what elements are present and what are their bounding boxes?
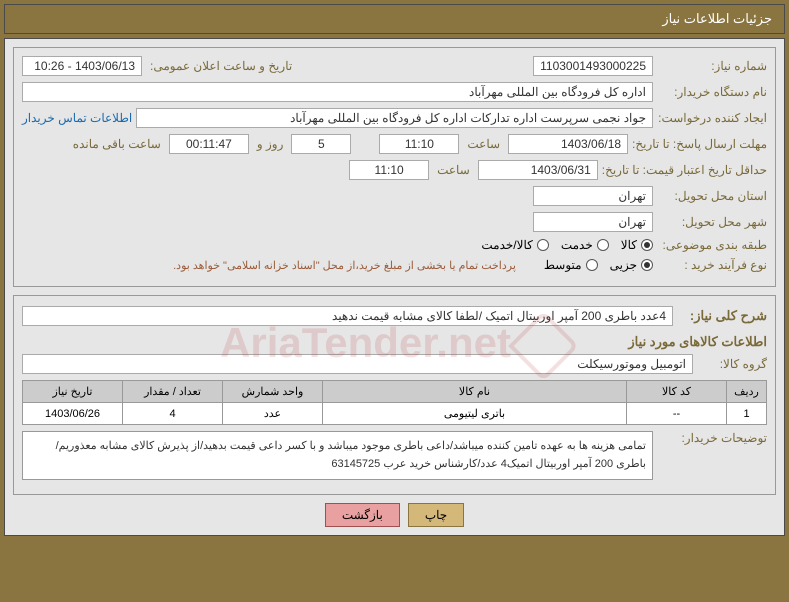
back-button[interactable]: بازگشت xyxy=(325,503,400,527)
price-validity-label: حداقل تاریخ اعتبار قیمت: تا تاریخ: xyxy=(602,163,767,177)
page-header: جزئیات اطلاعات نیاز xyxy=(4,4,785,34)
remaining-label: ساعت باقی مانده xyxy=(69,137,165,151)
purchase-type-label: نوع فرآیند خرید : xyxy=(657,258,767,272)
th-row: ردیف xyxy=(727,381,767,403)
announce-date-label: تاریخ و ساعت اعلان عمومی: xyxy=(146,59,296,73)
cell-idx: 1 xyxy=(727,403,767,425)
province-label: استان محل تحویل: xyxy=(657,189,767,203)
goods-table: ردیف کد کالا نام کالا واحد شمارش تعداد /… xyxy=(22,380,767,425)
cell-date: 1403/06/26 xyxy=(23,403,123,425)
price-time-value: 11:10 xyxy=(349,160,429,180)
buyer-org-value: اداره کل فرودگاه بین المللی مهرآباد xyxy=(22,82,653,102)
buyer-notes-value: تمامی هزینه ها به عهده تامین کننده میباش… xyxy=(22,431,653,480)
th-name: نام کالا xyxy=(323,381,627,403)
table-row: 1 -- باتری لیتیومی عدد 4 1403/06/26 xyxy=(23,403,767,425)
response-date-value: 1403/06/18 xyxy=(508,134,628,154)
cell-code: -- xyxy=(627,403,727,425)
announce-date-value: 1403/06/13 - 10:26 xyxy=(22,56,142,76)
cell-unit: عدد xyxy=(223,403,323,425)
category-radio-both[interactable] xyxy=(537,239,549,251)
page-title: جزئیات اطلاعات نیاز xyxy=(662,11,772,26)
th-qty: تعداد / مقدار xyxy=(123,381,223,403)
content-area: AriaTender.net شماره نیاز: 1103001493000… xyxy=(4,38,785,536)
goods-section: شرح کلی نیاز: 4عدد باطری 200 آمپر اوربیت… xyxy=(13,295,776,495)
purchase-radio-group: جزیی متوسط xyxy=(544,258,653,272)
category-opt3: کالا/خدمت xyxy=(481,238,532,252)
time-label-2: ساعت xyxy=(433,163,474,177)
buyer-org-label: نام دستگاه خریدار: xyxy=(657,85,767,99)
city-value: تهران xyxy=(533,212,653,232)
purchase-radio-minor[interactable] xyxy=(641,259,653,271)
summary-value: 4عدد باطری 200 آمپر اوربیتال اتمیک /لطفا… xyxy=(22,306,673,326)
need-number-value: 1103001493000225 xyxy=(533,56,653,76)
purchase-opt2: متوسط xyxy=(544,258,582,272)
days-left-value: 5 xyxy=(291,134,351,154)
th-unit: واحد شمارش xyxy=(223,381,323,403)
details-section: شماره نیاز: 1103001493000225 تاریخ و ساع… xyxy=(13,47,776,287)
price-date-value: 1403/06/31 xyxy=(478,160,598,180)
contact-link[interactable]: اطلاعات تماس خریدار xyxy=(22,111,132,125)
category-radio-goods[interactable] xyxy=(641,239,653,251)
need-number-label: شماره نیاز: xyxy=(657,59,767,73)
category-opt1: کالا xyxy=(621,238,637,252)
th-code: کد کالا xyxy=(627,381,727,403)
days-label: روز و xyxy=(253,137,288,151)
print-button[interactable]: چاپ xyxy=(408,503,464,527)
province-value: تهران xyxy=(533,186,653,206)
time-label-1: ساعت xyxy=(463,137,504,151)
category-label: طبقه بندی موضوعی: xyxy=(657,238,767,252)
button-bar: چاپ بازگشت xyxy=(13,503,776,527)
requester-label: ایجاد کننده درخواست: xyxy=(657,111,767,125)
goods-info-header: اطلاعات کالاهای مورد نیاز xyxy=(22,334,767,350)
buyer-notes-label: توضیحات خریدار: xyxy=(657,431,767,445)
cell-name: باتری لیتیومی xyxy=(323,403,627,425)
treasury-note: پرداخت تمام یا بخشی از مبلغ خرید،از محل … xyxy=(173,259,516,272)
requester-value: جواد نجمی سرپرست اداره تدارکات اداره کل … xyxy=(136,108,653,128)
purchase-radio-medium[interactable] xyxy=(586,259,598,271)
goods-group-label: گروه کالا: xyxy=(697,357,767,371)
city-label: شهر محل تحویل: xyxy=(657,215,767,229)
category-radio-group: کالا خدمت کالا/خدمت xyxy=(481,238,653,252)
th-date: تاریخ نیاز xyxy=(23,381,123,403)
response-deadline-label: مهلت ارسال پاسخ: تا تاریخ: xyxy=(632,137,767,151)
goods-group-value: اتومبیل وموتورسیکلت xyxy=(22,354,693,374)
cell-qty: 4 xyxy=(123,403,223,425)
purchase-opt1: جزیی xyxy=(610,258,637,272)
summary-label: شرح کلی نیاز: xyxy=(677,308,767,324)
hours-left-value: 00:11:47 xyxy=(169,134,249,154)
category-radio-service[interactable] xyxy=(597,239,609,251)
response-time-value: 11:10 xyxy=(379,134,459,154)
category-opt2: خدمت xyxy=(561,238,593,252)
